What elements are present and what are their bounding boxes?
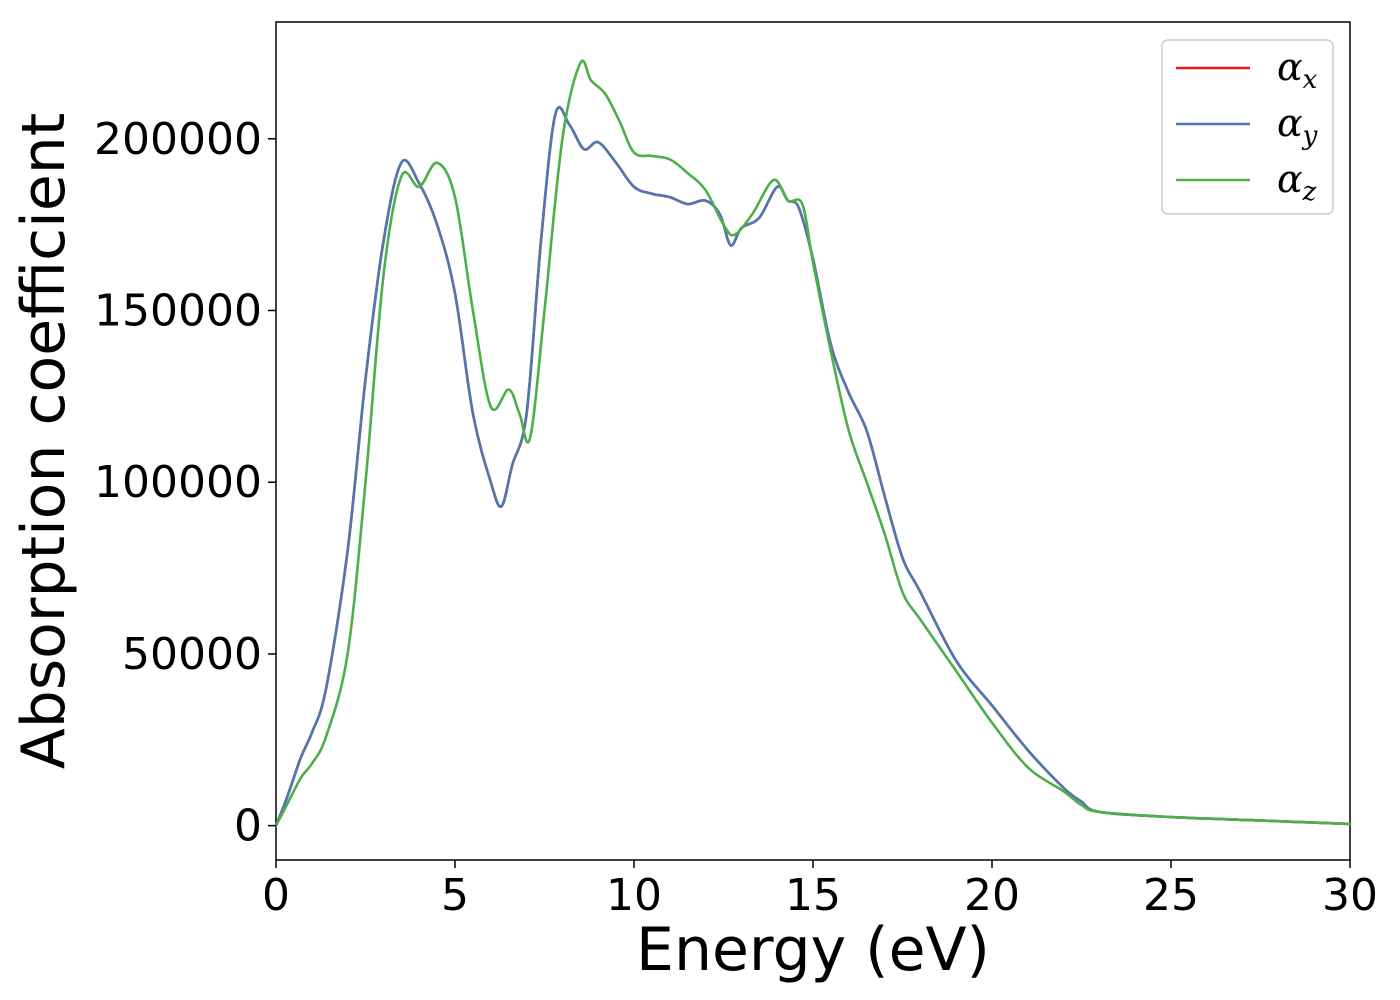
- x-tick-label: 25: [1143, 870, 1199, 921]
- series-line-y: [274, 106, 1352, 827]
- x-tick-label: 0: [262, 870, 290, 921]
- y-tick-label: 50000: [122, 629, 262, 680]
- x-tick-label: 5: [441, 870, 469, 921]
- series-line-z: [274, 59, 1352, 827]
- x-tick-label: 15: [785, 870, 841, 921]
- legend-box: [1161, 39, 1334, 215]
- x-tick-label: 20: [964, 870, 1020, 921]
- y-tick-label: 200000: [94, 114, 262, 165]
- y-tick-label: 0: [234, 801, 262, 852]
- y-tick-label: 100000: [94, 457, 262, 508]
- x-axis-title: Energy (eV): [636, 915, 990, 985]
- y-axis-ticks: 0 50000 100000 150000 200000: [94, 114, 276, 852]
- x-axis-ticks: 0 5 10 15 20 25 30: [262, 860, 1378, 921]
- y-axis-title: Absorption coefficient: [9, 113, 79, 770]
- x-tick-label: 30: [1322, 870, 1378, 921]
- x-tick-label: 10: [606, 870, 662, 921]
- series-layer: [274, 59, 1352, 827]
- y-tick-label: 150000: [94, 285, 262, 336]
